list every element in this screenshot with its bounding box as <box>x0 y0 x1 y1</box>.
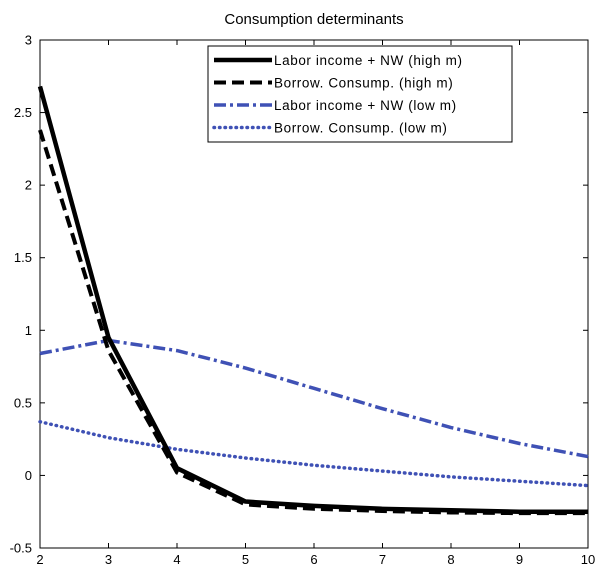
data-point <box>176 467 179 470</box>
x-tick-label: 3 <box>105 552 112 567</box>
data-point <box>450 475 453 478</box>
data-point <box>381 407 384 410</box>
x-tick-label: 7 <box>379 552 386 567</box>
series-3 <box>39 338 590 459</box>
data-point <box>313 464 316 467</box>
y-tick-label: 2 <box>25 178 32 193</box>
data-point <box>518 442 521 445</box>
series-1 <box>37 85 590 514</box>
y-tick-label: -0.5 <box>10 541 32 556</box>
legend-label-1: Labor income + NW (high m) <box>274 53 463 68</box>
data-point <box>518 510 521 513</box>
y-tick-label: 0.5 <box>14 395 32 410</box>
data-point <box>587 510 590 513</box>
data-point <box>39 128 42 131</box>
series-line <box>38 129 588 516</box>
y-tick-label: 1.5 <box>14 250 32 265</box>
data-point <box>176 471 179 474</box>
data-point <box>176 349 179 352</box>
y-tick-label: 1 <box>25 323 32 338</box>
x-tick-label: 8 <box>447 552 454 567</box>
y-tick-label: 3 <box>25 33 32 48</box>
legend: Labor income + NW (high m) Borrow. Consum… <box>207 45 513 143</box>
x-tick-label: 10 <box>581 552 595 567</box>
data-point <box>39 352 42 355</box>
series-line <box>38 419 590 488</box>
data-point <box>518 480 521 483</box>
x-tick-label: 4 <box>173 552 180 567</box>
series-line <box>37 85 588 514</box>
legend-label-4: Borrow. Consump. (low m) <box>274 121 447 136</box>
legend-label-2: Borrow. Consump. (high m) <box>274 76 453 91</box>
data-point <box>176 448 179 451</box>
series-2 <box>38 128 588 516</box>
data-point <box>381 470 384 473</box>
data-point <box>39 85 42 88</box>
x-tick-label: 9 <box>516 552 523 567</box>
data-point <box>381 507 384 510</box>
legend-label-3: Labor income + NW (low m) <box>274 98 457 113</box>
series-4 <box>38 419 590 488</box>
y-tick-label: 0 <box>25 468 32 483</box>
axes-ticks: 2 3 4 5 6 7 8 9 10 3 2.5 2 1.5 1 0.5 0 -0.5 <box>10 33 596 567</box>
chart-title: Consumption determinants <box>224 11 403 28</box>
x-tick-label: 5 <box>242 552 249 567</box>
x-tick-label: 6 <box>310 552 317 567</box>
data-point <box>107 349 110 352</box>
data-point <box>244 500 247 503</box>
data-point <box>587 455 590 458</box>
data-point <box>107 436 110 439</box>
data-point <box>39 420 42 423</box>
y-tick-label: 2.5 <box>14 105 32 120</box>
series-line <box>39 338 589 459</box>
data-point <box>450 509 453 512</box>
data-point <box>244 367 247 370</box>
data-point <box>313 387 316 390</box>
data-point <box>107 336 110 339</box>
data-point <box>587 484 590 487</box>
data-point <box>450 426 453 429</box>
data-point <box>313 504 316 507</box>
x-tick-label: 2 <box>36 552 43 567</box>
data-point <box>244 457 247 460</box>
series-layer <box>37 85 590 516</box>
